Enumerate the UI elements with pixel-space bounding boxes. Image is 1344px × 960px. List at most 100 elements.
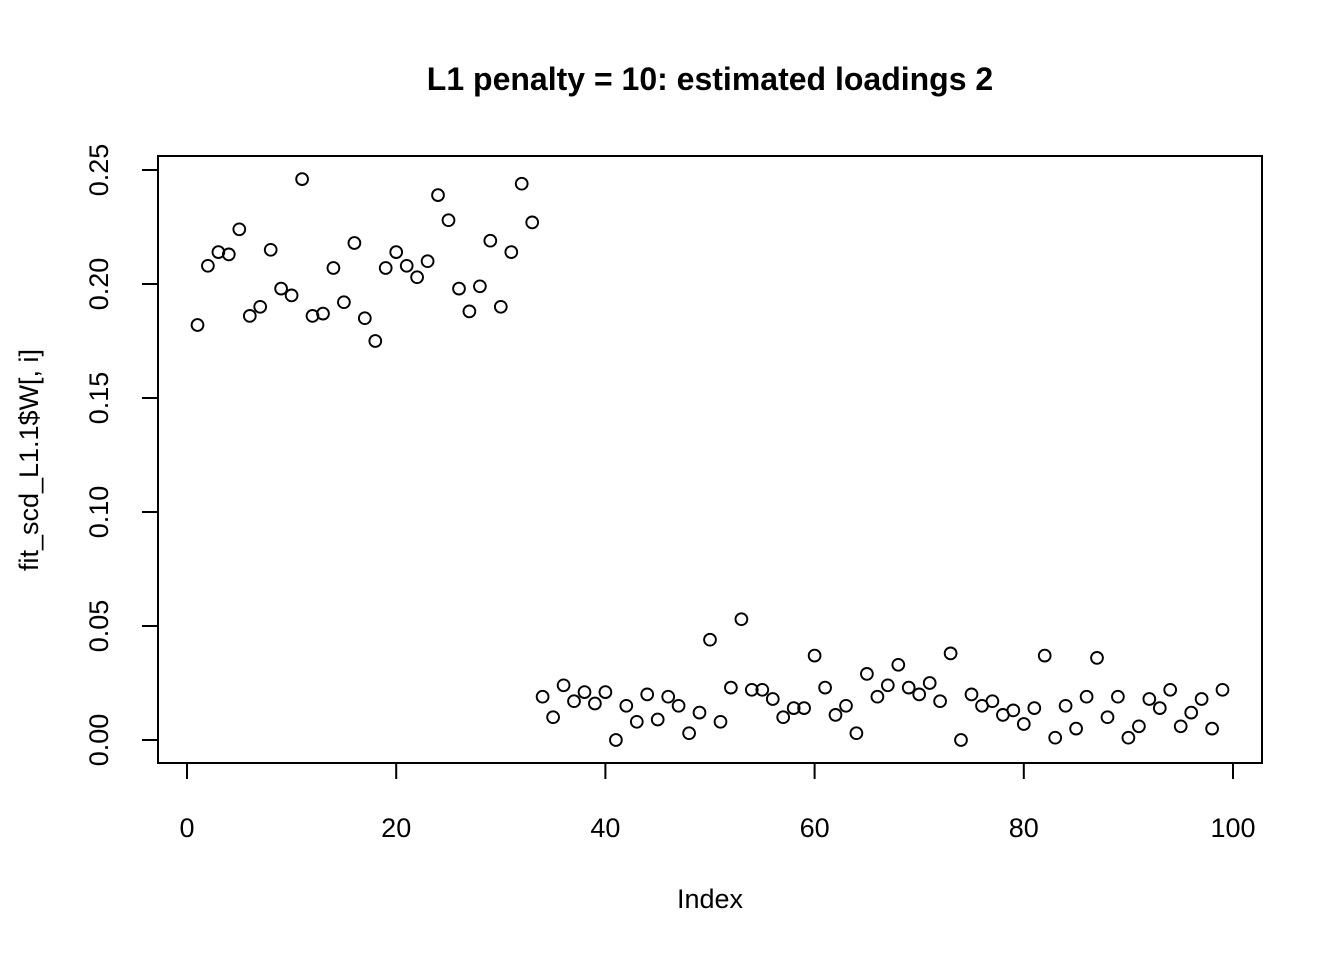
data-point xyxy=(922,676,937,690)
data-point xyxy=(682,726,696,741)
data-point xyxy=(1027,701,1042,715)
data-point xyxy=(671,698,686,713)
data-point xyxy=(253,299,268,314)
data-point xyxy=(1090,651,1104,665)
data-point xyxy=(901,680,916,695)
data-point xyxy=(441,213,456,228)
data-point xyxy=(776,710,791,725)
data-point xyxy=(933,694,947,709)
data-point xyxy=(661,689,676,704)
x-axis-ticks: 0 20 40 60 80 100 xyxy=(179,763,1256,843)
data-point xyxy=(473,279,487,294)
data-point xyxy=(201,258,215,273)
x-axis-label: Index xyxy=(677,884,744,914)
data-point xyxy=(598,685,613,699)
y-tick-label: 0.25 xyxy=(84,144,114,197)
data-point xyxy=(1100,710,1115,725)
plot-box xyxy=(157,155,1263,764)
data-point xyxy=(797,701,811,715)
y-tick-label: 0.05 xyxy=(84,600,114,653)
x-tick-label: 80 xyxy=(1009,813,1039,843)
data-point xyxy=(1121,730,1136,745)
data-point xyxy=(232,222,247,237)
data-point xyxy=(1079,689,1094,704)
data-point xyxy=(399,258,414,273)
data-point xyxy=(1037,648,1052,663)
data-point xyxy=(452,281,466,296)
y-tick-label: 0.15 xyxy=(84,372,114,425)
data-point xyxy=(1048,730,1063,745)
data-point xyxy=(870,689,885,704)
data-point xyxy=(577,685,592,699)
y-tick-label: 0.00 xyxy=(84,714,114,767)
data-point xyxy=(1069,721,1083,736)
data-point xyxy=(860,667,874,681)
data-point xyxy=(546,710,560,725)
data-point xyxy=(483,233,498,248)
data-point xyxy=(849,726,864,741)
data-point xyxy=(368,334,383,348)
data-point xyxy=(943,646,958,661)
data-point xyxy=(274,281,288,296)
data-point xyxy=(703,632,717,647)
chart-title: L1 penalty = 10: estimated loadings 2 xyxy=(427,61,993,97)
data-point xyxy=(1006,703,1021,718)
data-point xyxy=(567,694,581,709)
data-point xyxy=(818,680,832,695)
data-point xyxy=(891,657,906,672)
x-tick-label: 100 xyxy=(1210,813,1255,843)
data-point xyxy=(744,682,759,697)
data-point xyxy=(420,254,435,269)
data-point xyxy=(629,714,644,729)
data-point xyxy=(807,648,822,663)
data-point xyxy=(535,689,550,704)
data-point xyxy=(326,261,341,275)
data-point xyxy=(1058,698,1073,713)
data-point xyxy=(514,176,529,191)
y-tick-label: 0.10 xyxy=(84,486,114,539)
data-point xyxy=(284,288,299,303)
data-point xyxy=(1111,689,1125,704)
data-point xyxy=(295,172,309,186)
data-point xyxy=(221,247,236,262)
data-point xyxy=(389,245,404,259)
data-point xyxy=(588,696,602,711)
data-point xyxy=(1215,682,1230,697)
data-point xyxy=(462,304,477,319)
y-tick-label: 0.20 xyxy=(84,258,114,311)
x-tick-label: 40 xyxy=(590,813,620,843)
data-point xyxy=(357,311,372,326)
data-point xyxy=(765,692,780,706)
data-point xyxy=(724,680,738,695)
data-point xyxy=(337,295,351,310)
data-point xyxy=(692,705,707,720)
data-point xyxy=(964,687,979,702)
data-point xyxy=(1205,721,1219,736)
data-point xyxy=(1016,717,1031,731)
data-point xyxy=(1132,719,1146,734)
data-point xyxy=(985,694,1000,709)
data-point xyxy=(1194,692,1209,706)
data-point xyxy=(347,236,362,250)
data-point xyxy=(619,698,634,713)
data-point xyxy=(556,678,571,693)
data-point xyxy=(190,318,205,332)
data-point xyxy=(504,245,519,259)
data-point xyxy=(650,712,665,727)
data-point xyxy=(1142,692,1157,706)
x-tick-label: 0 xyxy=(179,813,194,843)
data-point xyxy=(431,188,445,202)
data-point xyxy=(1152,701,1167,715)
data-point xyxy=(263,242,278,257)
data-point xyxy=(734,612,749,627)
data-point xyxy=(828,708,843,722)
data-point xyxy=(316,306,330,321)
data-point xyxy=(786,701,801,715)
data-point xyxy=(525,215,540,230)
y-axis-ticks: 0.00 0.05 0.10 0.15 0.20 0.25 xyxy=(84,144,158,767)
data-point xyxy=(1163,682,1178,697)
data-point xyxy=(640,687,655,702)
x-tick-label: 60 xyxy=(800,813,830,843)
